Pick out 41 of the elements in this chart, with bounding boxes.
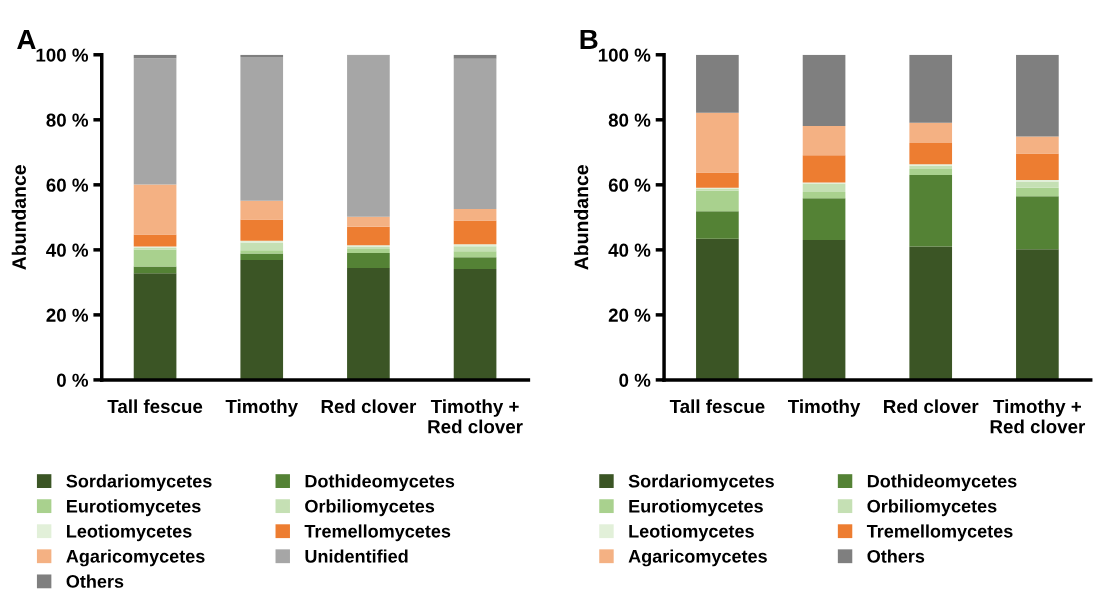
y-tick-label: 100 % xyxy=(598,48,651,62)
legend-label: Sordariomycetes xyxy=(66,474,212,492)
y-tick-label: 100 % xyxy=(36,48,89,62)
legend-label: Dothideomycetes xyxy=(867,474,1017,492)
x-tick-label: Red clover xyxy=(884,399,979,414)
y-tick-label: 0 % xyxy=(619,373,651,387)
x-tick-label: Timothy + Red clover xyxy=(428,399,523,434)
legend-label: Orbiliomycetes xyxy=(867,499,997,517)
legend-label: Tremellomycetes xyxy=(304,524,451,542)
y-tick-label: 40 % xyxy=(46,243,89,257)
y-tick-label: 20 % xyxy=(608,308,651,322)
legend-label: Tremellomycetes xyxy=(866,524,1013,542)
legend-label: Eurotiomycetes xyxy=(67,499,201,517)
legend-label: Agaricomycetes xyxy=(66,549,205,567)
x-tick-label: Tall fescue xyxy=(107,399,203,414)
y-tick-label: 40 % xyxy=(608,243,651,257)
legend-label: Others xyxy=(66,574,124,588)
x-tick-label: Timothy + Red clover xyxy=(990,399,1086,434)
x-tick-label: Timothy xyxy=(225,399,298,417)
legend-label: Eurotiomycetes xyxy=(629,499,763,517)
legend-label: Others xyxy=(867,549,925,563)
y-tick-label: 60 % xyxy=(46,178,89,192)
x-tick-label: Red clover xyxy=(321,399,417,414)
legend-label: Dothideomycetes xyxy=(305,474,455,492)
y-tick-label: 60 % xyxy=(608,178,651,192)
legend-label: Unidentified xyxy=(305,549,408,563)
chart-title: B xyxy=(580,29,598,50)
legend-label: Orbiliomycetes xyxy=(305,499,435,517)
y-tick-label: 20 % xyxy=(46,308,89,322)
legend-label: Leotiomycetes xyxy=(629,524,754,542)
y-axis-title: Abundance xyxy=(574,165,589,270)
legend-label: Leotiomycetes xyxy=(67,524,192,542)
x-tick-label: Tall fescue xyxy=(669,399,765,414)
y-tick-label: 0 % xyxy=(56,373,89,387)
chart-title: A xyxy=(17,29,36,50)
y-tick-label: 80 % xyxy=(608,113,651,127)
y-tick-label: 80 % xyxy=(46,113,89,127)
y-axis-title: Abundance xyxy=(11,165,26,270)
x-tick-label: Timothy xyxy=(787,399,861,417)
legend-label: Sordariomycetes xyxy=(628,474,774,492)
legend-label: Agaricomycetes xyxy=(628,549,767,567)
